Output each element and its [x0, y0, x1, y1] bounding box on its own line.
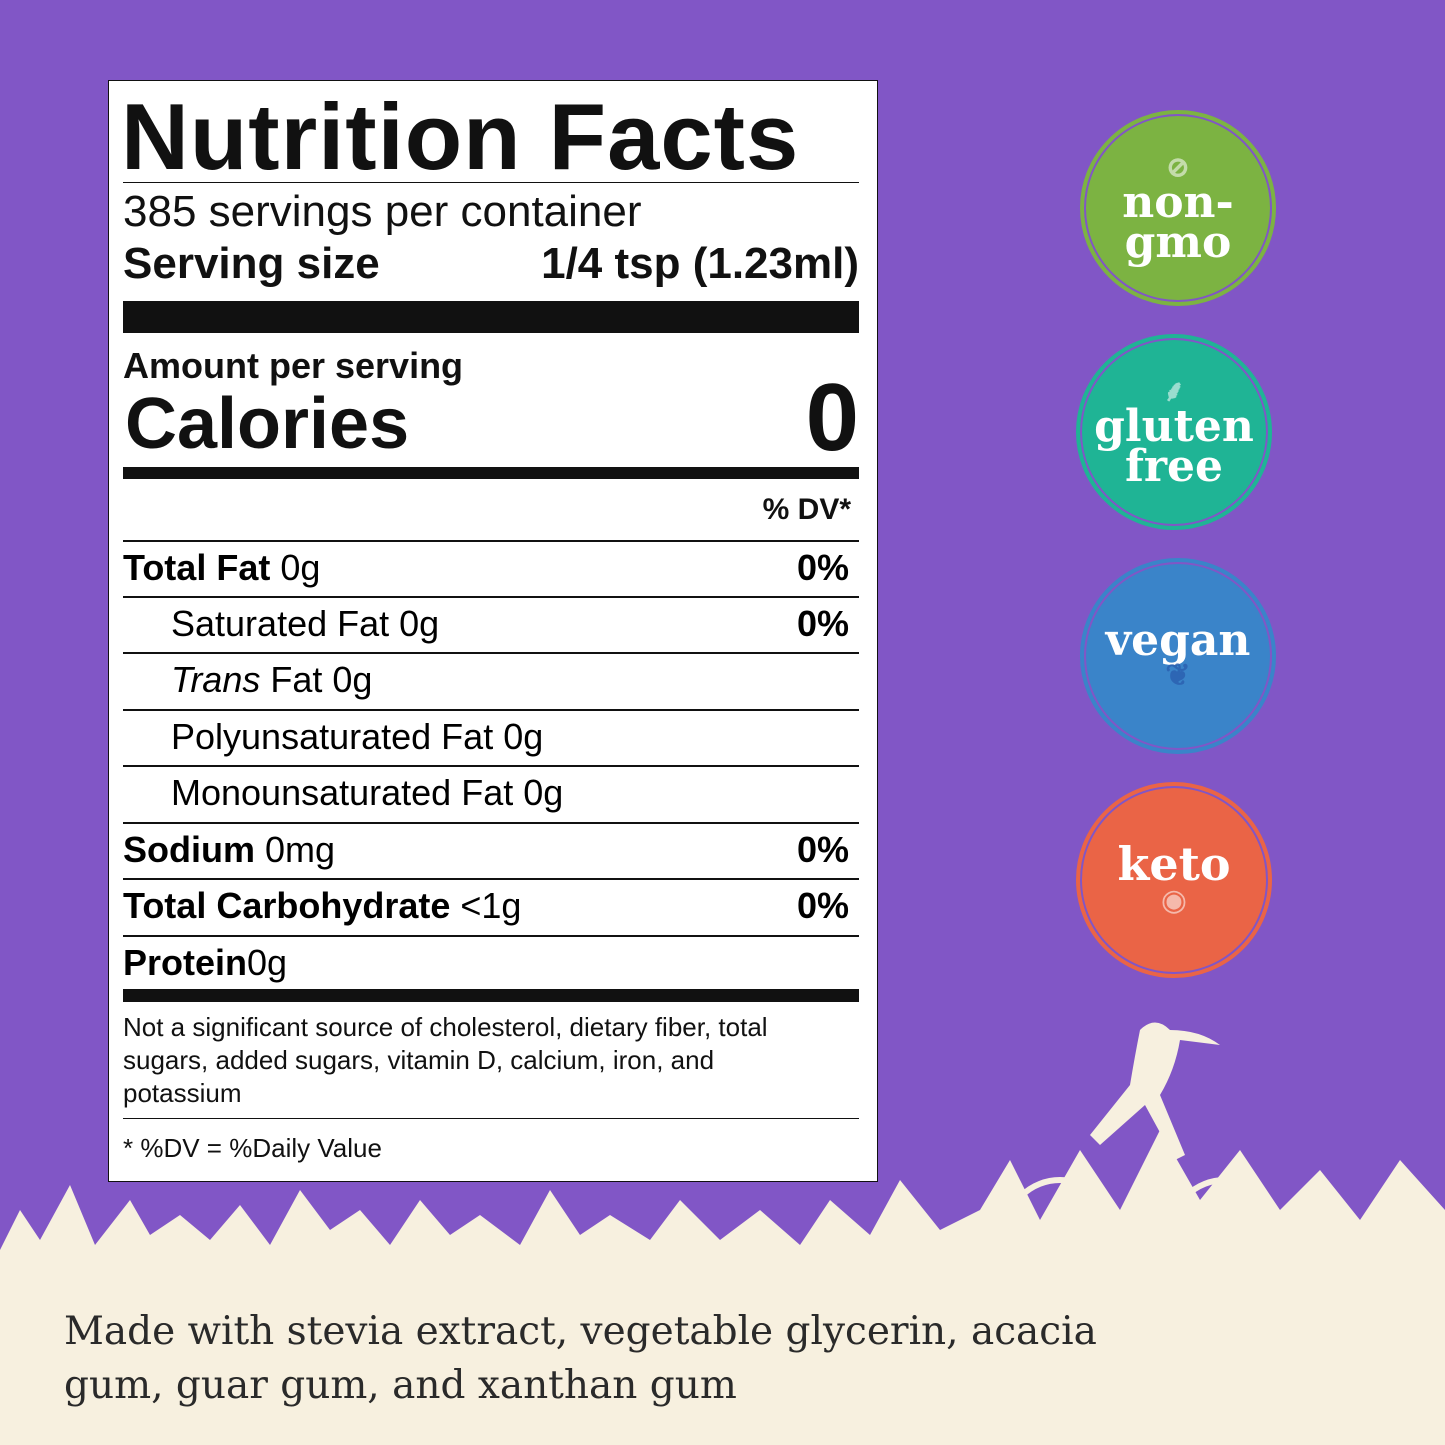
- badge-gluten-free: ⸙ gluten free: [1076, 334, 1272, 530]
- serving-size-label: Serving size: [123, 239, 380, 288]
- medium-divider: [123, 467, 859, 479]
- serving-size-value: 1/4 tsp (1.23ml): [541, 239, 859, 288]
- badge-vegan: vegan ❦: [1080, 558, 1276, 754]
- divider: [123, 1118, 859, 1119]
- amount-per-serving: Amount per serving: [123, 345, 464, 386]
- nutrition-facts-label: Nutrition Facts 385 servings per contain…: [108, 80, 878, 1182]
- nutrient-name: Total Carbohydrate: [123, 885, 451, 926]
- servings-per-container: 385 servings per container: [123, 187, 642, 236]
- label-title: Nutrition Facts: [121, 84, 800, 189]
- nutrient-name: Polyunsaturated Fat 0g: [171, 716, 544, 757]
- nutrient-name: Sodium: [123, 829, 255, 870]
- calories-value: 0: [805, 364, 859, 471]
- footnote: * %DV = %Daily Value: [123, 1133, 382, 1163]
- thick-divider: [123, 989, 859, 1002]
- divider: [123, 878, 859, 880]
- no-flask-icon: ⊘: [1165, 150, 1191, 186]
- divider: [123, 822, 859, 824]
- nutrient-amount: 0mg: [265, 829, 336, 870]
- divider: [123, 540, 859, 542]
- nutrient-amount: 0g: [247, 942, 288, 983]
- nutrient-note: Not a significant source of cholesterol,…: [123, 1012, 768, 1108]
- divider: [123, 182, 859, 183]
- badge-keto: keto ◉: [1076, 782, 1272, 978]
- nutrient-row-saturated-fat: Saturated Fat 0g 0%: [123, 597, 849, 651]
- calories-label: Calories: [125, 384, 410, 464]
- egg-icon: ◉: [1160, 882, 1188, 918]
- nutrient-name-italic: Trans: [171, 659, 261, 700]
- divider: [123, 935, 859, 937]
- divider: [123, 765, 859, 767]
- thick-divider: [123, 301, 859, 333]
- nutrient-amount: 0g: [280, 547, 321, 588]
- meadow-cyclist-silhouette: [0, 1022, 1445, 1445]
- nutrient-name: Saturated Fat 0g: [171, 603, 440, 644]
- divider: [123, 596, 859, 598]
- nutrient-name: Monounsaturated Fat 0g: [171, 772, 564, 813]
- nutrient-name: Protein: [123, 942, 248, 983]
- nutrient-amount: <1g: [460, 885, 522, 926]
- nutrient-dv: 0%: [796, 829, 849, 870]
- divider: [123, 652, 859, 654]
- nutrient-row-total-carbohydrate: Total Carbohydrate <1g 0%: [123, 879, 849, 933]
- nutrient-dv: 0%: [796, 885, 849, 926]
- divider: [123, 709, 859, 711]
- nutrient-row-protein: Protein0g: [123, 936, 849, 990]
- nutrient-row-total-fat: Total Fat 0g 0%: [123, 541, 849, 595]
- nutrient-row-monounsaturated-fat: Monounsaturated Fat 0g: [123, 766, 849, 820]
- wheat-icon: ⸙: [1162, 374, 1186, 410]
- nutrient-row-sodium: Sodium 0mg 0%: [123, 823, 849, 877]
- nutrient-row-polyunsaturated-fat: Polyunsaturated Fat 0g: [123, 710, 849, 764]
- nutrient-dv: 0%: [796, 547, 849, 588]
- nutrient-row-trans-fat: Trans Fat 0g: [123, 653, 849, 707]
- ingredients-text: Made with stevia extract, vegetable glyc…: [64, 1309, 1097, 1408]
- badge-non-gmo: ⊘ non- gmo: [1080, 110, 1276, 306]
- nutrient-name: Fat 0g: [270, 659, 373, 700]
- nutrient-dv: 0%: [796, 603, 849, 644]
- leaf-icon: ❦: [1165, 657, 1191, 693]
- nutrient-name: Total Fat: [123, 547, 271, 588]
- dv-header: % DV*: [762, 493, 851, 526]
